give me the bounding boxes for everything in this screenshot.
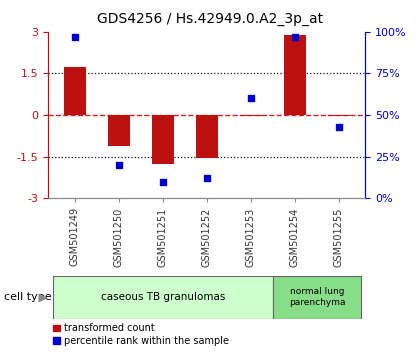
Point [116,162,122,168]
Point [336,124,342,130]
Text: caseous TB granulomas: caseous TB granulomas [101,292,225,302]
Point [160,179,166,184]
Bar [64,67,86,115]
Point [204,176,210,181]
Bar [196,115,218,158]
Text: cell type: cell type [4,292,52,302]
Text: GDS4256 / Hs.42949.0.A2_3p_at: GDS4256 / Hs.42949.0.A2_3p_at [97,12,323,27]
Point [247,96,254,101]
Legend: transformed count, percentile rank within the sample: transformed count, percentile rank withi… [53,324,229,346]
Text: normal lung
parenchyma: normal lung parenchyma [289,287,345,307]
Bar [328,115,350,116]
Bar [152,115,174,164]
Bar [284,35,306,115]
Point [291,34,298,40]
Text: ▶: ▶ [39,292,47,302]
Bar [240,115,262,116]
Bar [108,115,130,145]
Point [71,34,78,40]
Bar [273,276,361,319]
Bar [52,276,273,319]
